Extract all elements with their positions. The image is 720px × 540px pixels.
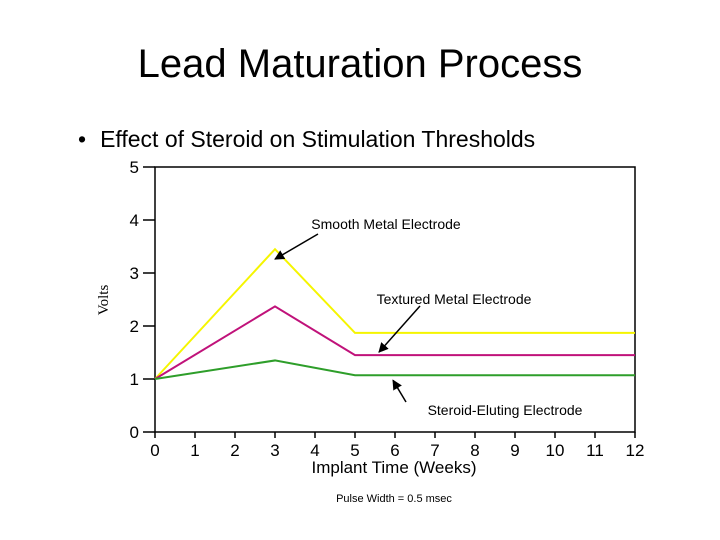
x-tick-label: 8	[470, 441, 479, 460]
x-tick-label: 3	[270, 441, 279, 460]
y-tick-label: 3	[130, 264, 139, 283]
series-line-1	[154, 247, 635, 380]
x-tick-label: 4	[310, 441, 319, 460]
slide-title: Lead Maturation Process	[137, 42, 583, 86]
x-tick-label: 12	[626, 441, 645, 460]
x-tick-label: 2	[230, 441, 239, 460]
x-tick-label: 10	[546, 441, 565, 460]
annotation-label: Textured Metal Electrode	[377, 291, 532, 307]
annotation-label: Smooth Metal Electrode	[311, 216, 461, 232]
x-tick-label: 7	[430, 441, 439, 460]
bullet-dot-icon: •	[78, 126, 87, 152]
footnote: Pulse Width = 0.5 msec	[336, 493, 452, 505]
y-tick-label: 0	[130, 423, 139, 442]
y-tick-label: 1	[130, 370, 139, 389]
annotation-label: Steroid-Eluting Electrode	[428, 402, 583, 418]
y-tick-label: 4	[130, 211, 139, 230]
x-axis-title: Implant Time (Weeks)	[311, 458, 476, 477]
annotation-arrow	[392, 379, 407, 403]
x-tick-label: 6	[390, 441, 399, 460]
x-tick-label: 1	[190, 441, 199, 460]
x-tick-label: 9	[510, 441, 519, 460]
x-tick-label: 5	[350, 441, 359, 460]
bullet-text: Effect of Steroid on Stimulation Thresho…	[100, 126, 536, 152]
annotation-arrow	[274, 233, 319, 260]
bullet-point: • Effect of Steroid on Stimulation Thresh…	[78, 126, 535, 153]
series-line-2	[154, 305, 635, 380]
x-tick-label: 11	[586, 441, 604, 460]
series-line-3	[154, 359, 635, 380]
x-tick-label: 0	[150, 441, 159, 460]
y-tick-label: 2	[130, 317, 139, 336]
annotation-arrow	[378, 305, 421, 353]
y-axis-title: Volts	[96, 285, 112, 316]
y-tick-label: 5	[130, 158, 139, 177]
